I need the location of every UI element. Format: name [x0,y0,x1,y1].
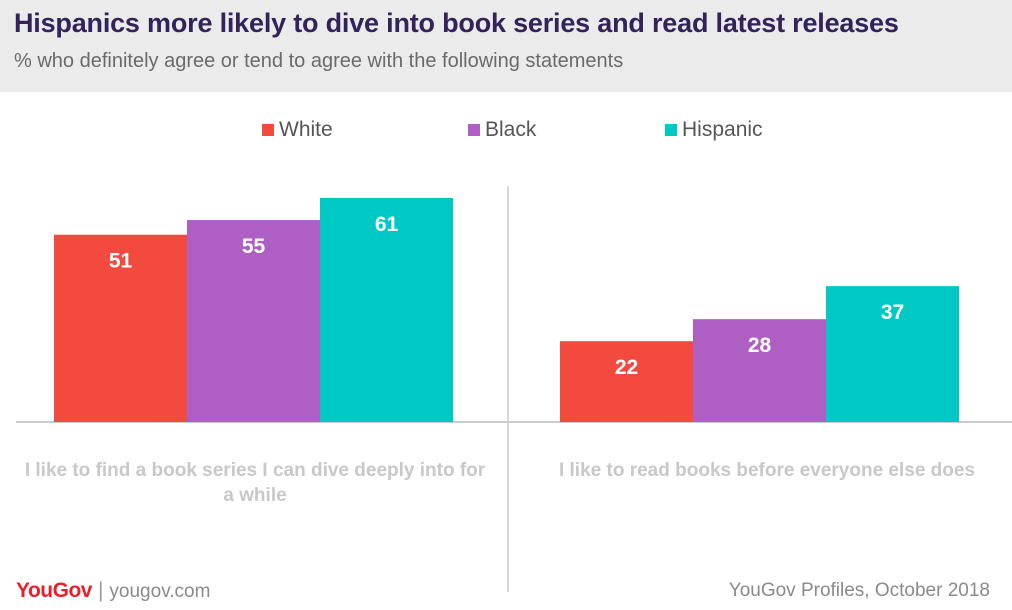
legend-item-hispanic: Hispanic [665,118,763,142]
bar-white-cat1 [54,234,187,422]
legend-swatch-hispanic [665,124,677,136]
legend-swatch-black [468,124,480,136]
bar-white-cat2 [560,341,693,422]
chart-subtitle: % who definitely agree or tend to agree … [14,50,624,72]
bar-hispanic-cat2 [826,286,959,422]
data-label-hispanic-cat1: 61 [375,213,399,236]
bar-black-cat2 [693,319,826,422]
legend-label-white: White [279,118,333,141]
data-label-black-cat2: 28 [748,334,772,357]
legend: White Black Hispanic [0,118,1012,148]
legend-swatch-white [262,124,274,136]
logo-wordmark: YouGov [16,579,92,602]
logo-separator: | [97,579,104,602]
legend-label-hispanic: Hispanic [682,118,763,141]
bar-black-cat1 [187,220,320,422]
header-band: Hispanics more likely to dive into book … [0,0,1012,92]
source-note: YouGov Profiles, October 2018 [728,580,990,601]
legend-label-black: Black [485,118,537,141]
logo-site: yougov.com [109,581,211,602]
legend-item-black: Black [468,118,536,142]
yougov-logo: YouGov | yougov.com [16,579,210,603]
category-label-series: I like to find a book series I can dive … [24,460,486,506]
bar-hispanic-cat1 [320,198,453,422]
data-label-black-cat1: 55 [242,235,266,258]
data-label-white-cat1: 51 [109,250,133,273]
legend-item-white: White [262,118,333,142]
data-label-white-cat2: 22 [615,356,638,379]
chart-title: Hispanics more likely to dive into book … [14,8,899,38]
data-label-hispanic-cat2: 37 [881,301,904,324]
category-label-first: I like to read books before everyone els… [558,460,976,481]
